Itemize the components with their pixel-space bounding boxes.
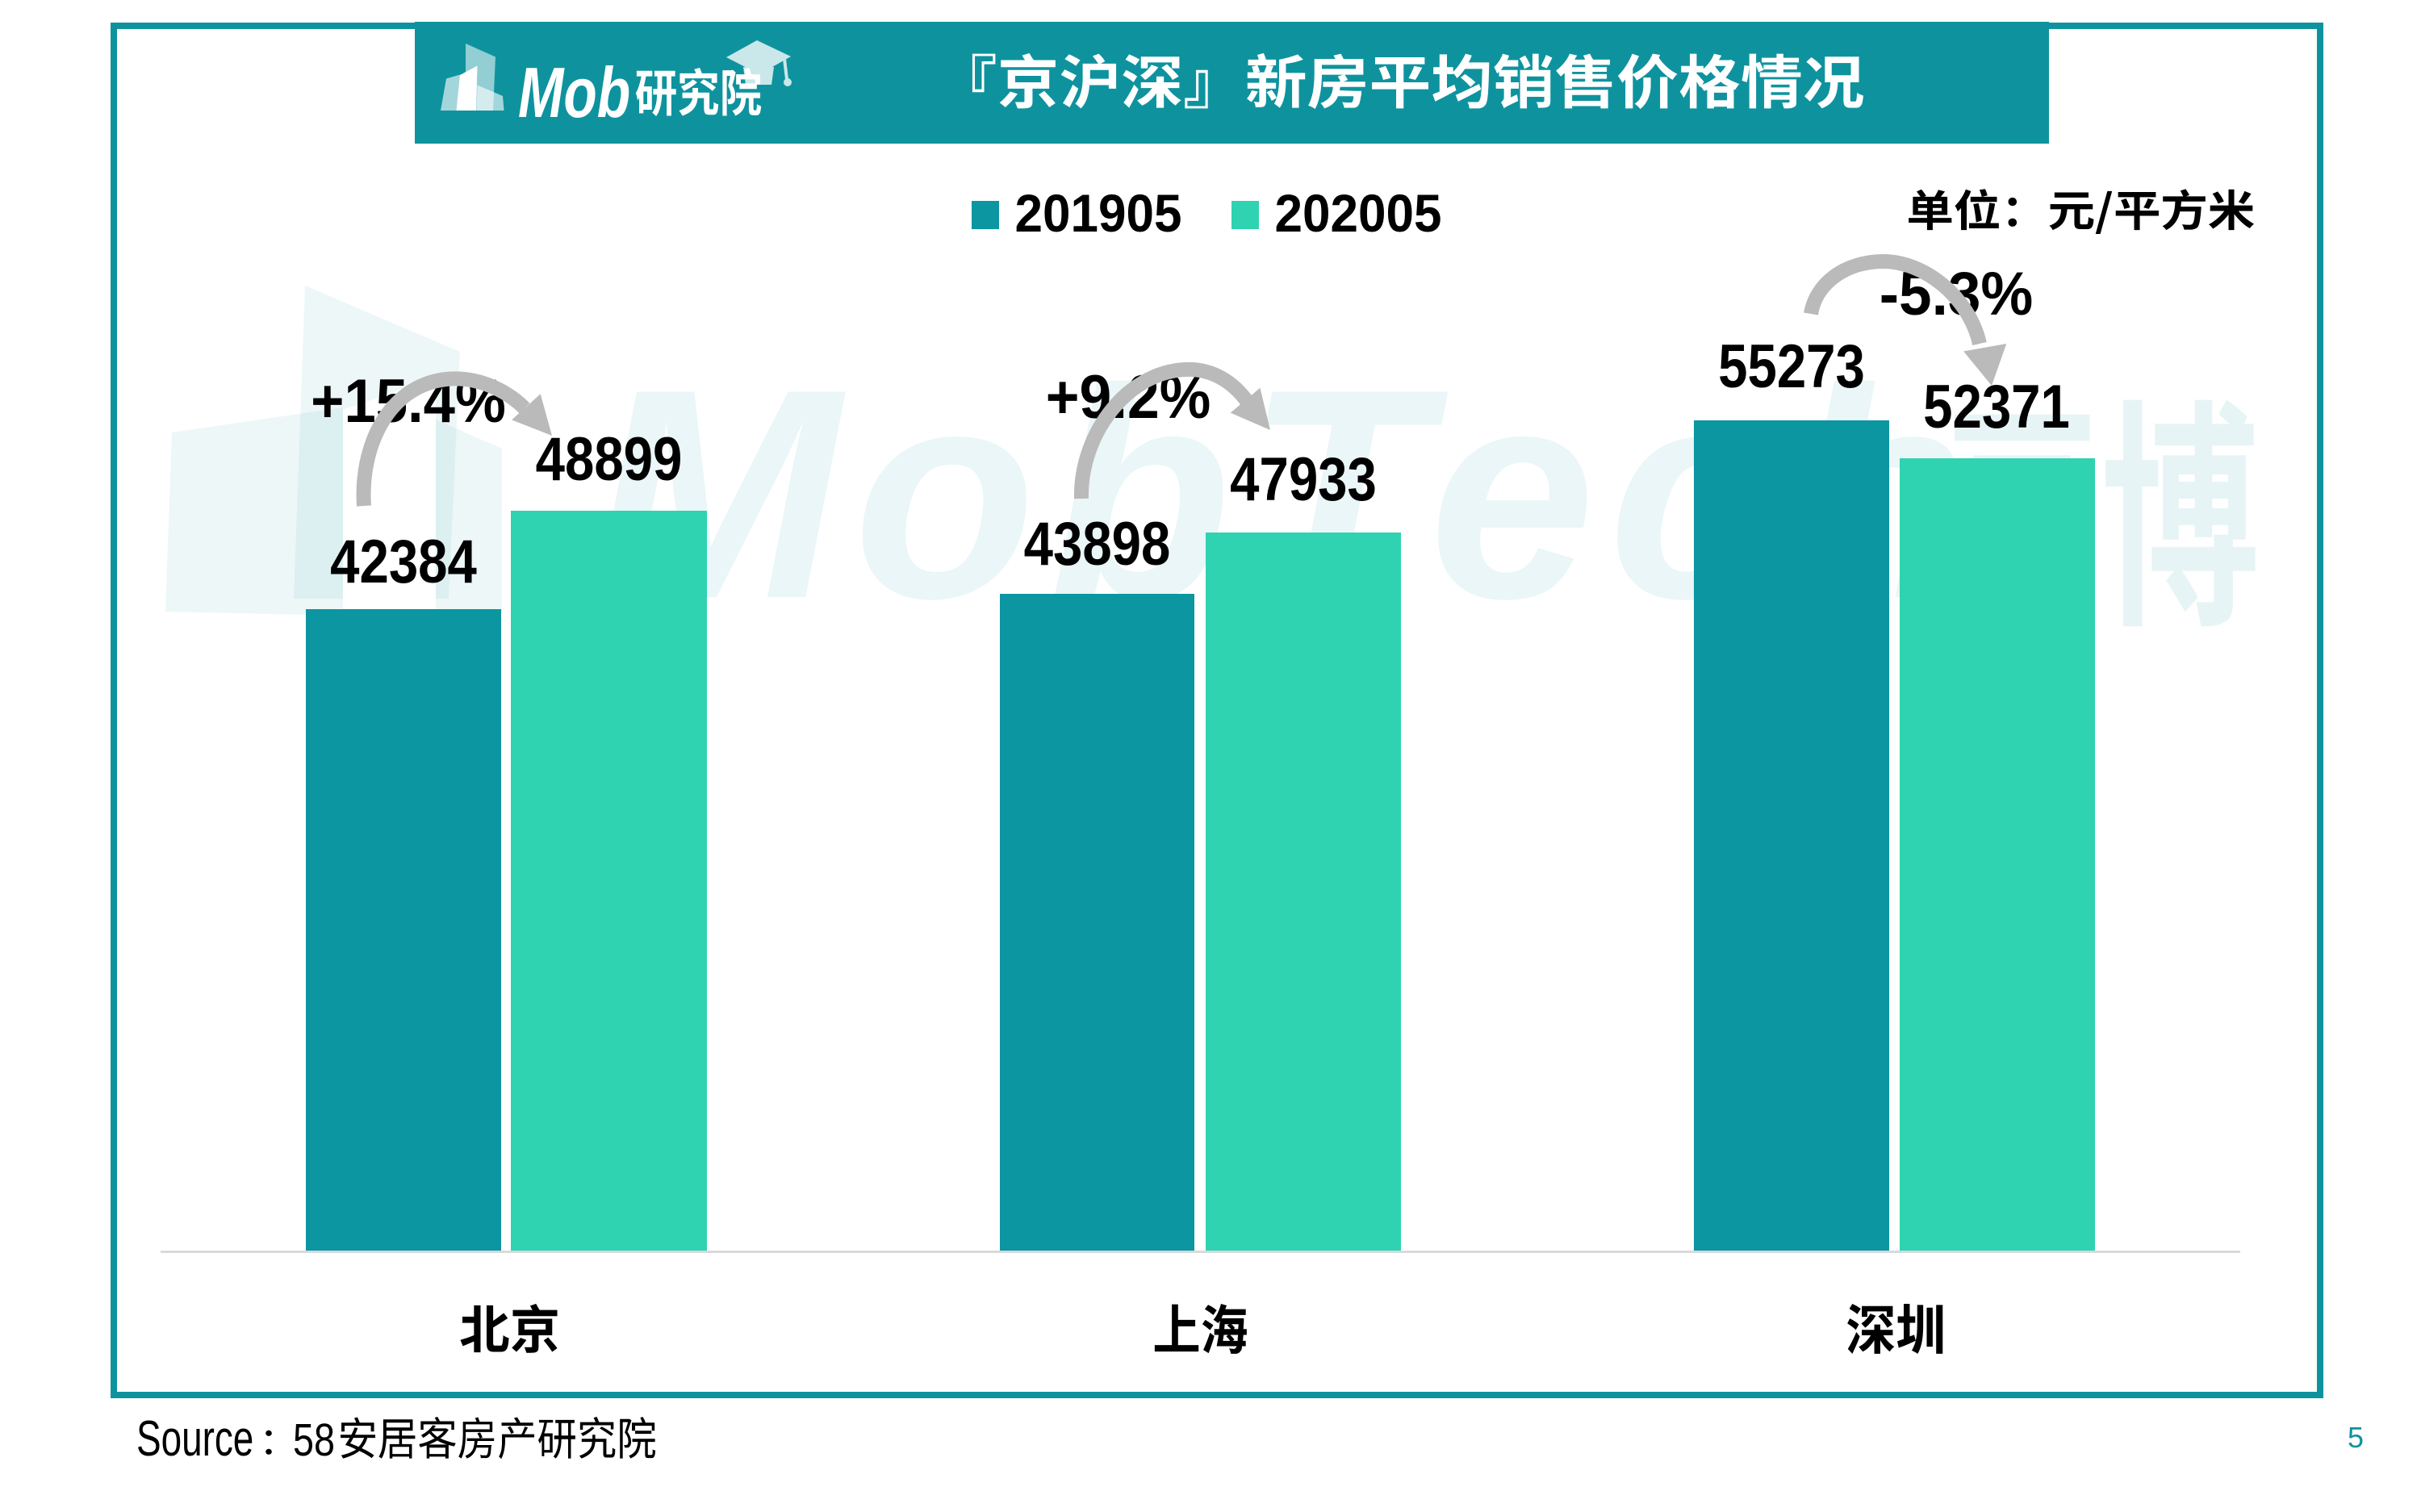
svg-text:48899: 48899	[536, 425, 683, 494]
svg-text:58: 58	[293, 1415, 335, 1466]
svg-text:Source: Source	[136, 1410, 253, 1466]
svg-text:201905: 201905	[1014, 183, 1181, 243]
svg-text:5: 5	[2348, 1421, 2364, 1454]
svg-text:202005: 202005	[1274, 183, 1441, 243]
svg-text:43898: 43898	[1024, 510, 1171, 578]
svg-text:47933: 47933	[1230, 445, 1377, 514]
svg-text:Mob: Mob	[518, 52, 630, 132]
svg-text:55273: 55273	[1718, 332, 1865, 401]
svg-text:42384: 42384	[330, 528, 477, 596]
svg-text:52371: 52371	[1923, 373, 2070, 441]
